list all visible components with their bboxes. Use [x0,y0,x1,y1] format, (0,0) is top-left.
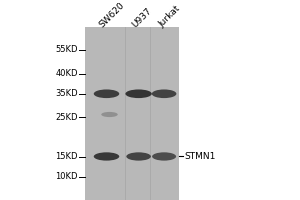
Text: SW620: SW620 [97,0,126,29]
Text: Jurkat: Jurkat [157,4,182,29]
Text: 15KD: 15KD [56,152,78,161]
Ellipse shape [94,152,119,161]
Text: 40KD: 40KD [56,69,78,78]
Text: STMN1: STMN1 [184,152,216,161]
Bar [85,27,178,200]
Text: 25KD: 25KD [56,113,78,122]
Ellipse shape [125,89,152,98]
Ellipse shape [152,152,176,161]
Ellipse shape [94,89,119,98]
Ellipse shape [152,89,176,98]
Text: 10KD: 10KD [56,172,78,181]
Ellipse shape [126,152,151,161]
Ellipse shape [101,112,118,117]
Text: 55KD: 55KD [56,45,78,54]
Text: U937: U937 [130,6,153,29]
Text: 35KD: 35KD [56,89,78,98]
